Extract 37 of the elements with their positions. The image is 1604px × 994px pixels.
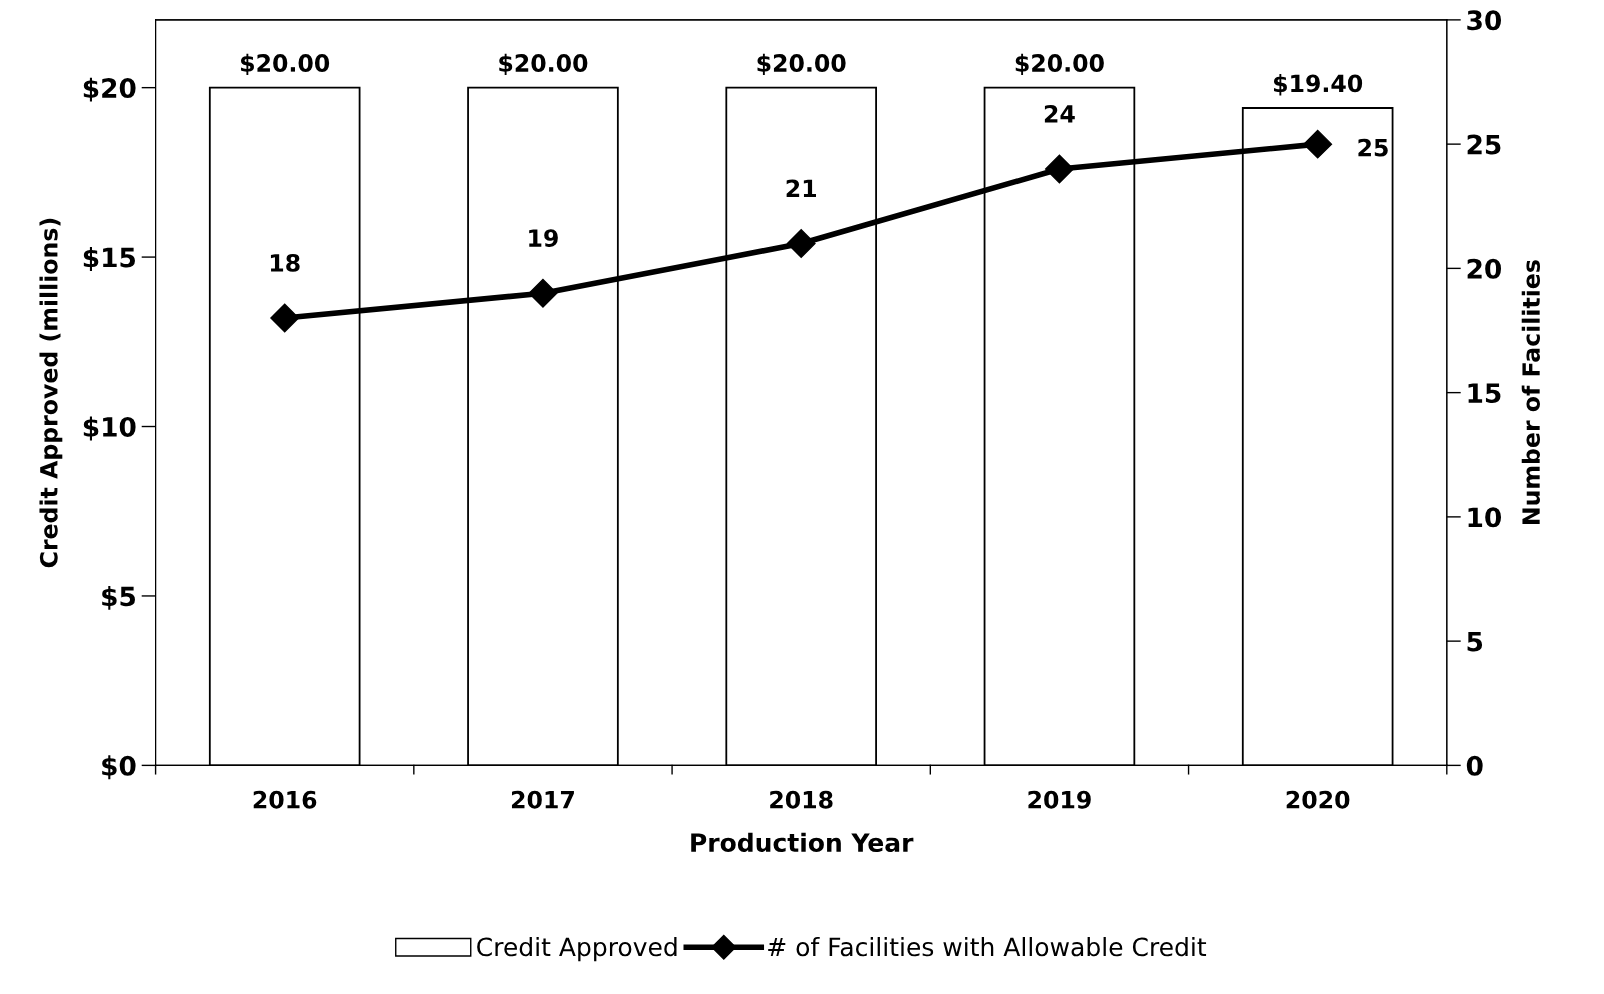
- y-axis-title: Credit Approved (millions): [39, 218, 63, 568]
- data-label: 19: [529, 229, 558, 247]
- data-label: $20.00: [241, 53, 330, 76]
- x-axis-title: Production Year: [691, 832, 914, 853]
- point: [270, 303, 300, 333]
- data-label: 24: [1044, 104, 1075, 123]
- x-tick-label: 2016: [253, 790, 317, 809]
- y-tick-label: $0: [102, 755, 136, 780]
- point: [786, 229, 816, 258]
- legend-label: # of Facilities with Allowable Credit: [768, 936, 1207, 957]
- x-tick-label: 2019: [1028, 790, 1091, 809]
- data-label: $20.00: [757, 53, 846, 76]
- y-tick-label: $20: [83, 77, 136, 102]
- y-tick-label: $10: [83, 416, 136, 441]
- y2-axis-title: Number of Facilities: [1521, 260, 1540, 524]
- x-tick-label: 2018: [770, 790, 833, 809]
- y2-tick-label: 5: [1467, 631, 1483, 652]
- y2-tick-label: 30: [1467, 10, 1502, 31]
- data-label: $20.00: [499, 53, 588, 76]
- y2-tick-label: 0: [1466, 755, 1483, 776]
- y-tick-label: $15: [83, 247, 135, 271]
- legend-label: Credit Approved: [477, 936, 677, 962]
- data-label: 25: [1358, 138, 1388, 157]
- data-label: 21: [786, 179, 816, 197]
- point: [1303, 129, 1333, 159]
- y2-tick-label: 10: [1468, 507, 1502, 528]
- data-label: $19.40: [1273, 74, 1363, 96]
- y2-tick-label: 20: [1467, 258, 1502, 279]
- x-tick-label: 2017: [511, 790, 574, 809]
- y2-tick-label: 25: [1467, 134, 1501, 155]
- point: [528, 278, 558, 308]
- data-label: $20.00: [1015, 53, 1104, 76]
- x-tick-label: 2020: [1286, 790, 1350, 809]
- data-label: 18: [270, 253, 300, 272]
- y2-tick-label: 15: [1468, 383, 1501, 404]
- y-tick-label: $5: [102, 585, 135, 610]
- point: [1044, 154, 1074, 184]
